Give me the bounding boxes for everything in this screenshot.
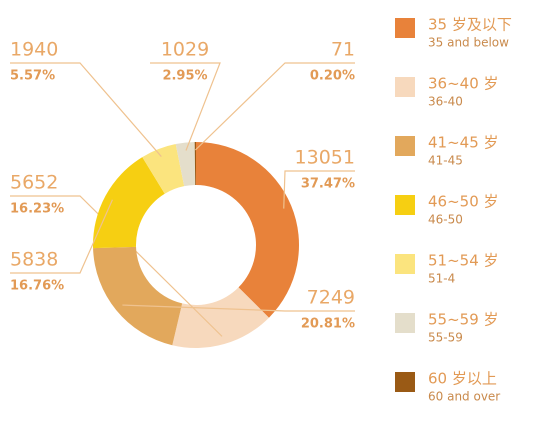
percent-label: 20.81% [301, 317, 355, 332]
donut-slice [194, 142, 196, 186]
legend-label: 35 岁及以下 [428, 16, 512, 34]
leader-line [283, 170, 355, 209]
legend-swatch [395, 18, 415, 38]
legend-label-en: 46-50 [428, 213, 463, 227]
value-label: 5652 [10, 172, 58, 194]
donut-slice [175, 142, 196, 187]
leader-line [10, 195, 223, 337]
leader-line [10, 199, 113, 274]
value-label: 1940 [10, 39, 58, 61]
legend-swatch [395, 195, 415, 215]
value-label: 13051 [295, 147, 355, 169]
donut-slice [93, 246, 183, 346]
percent-label: 16.76% [10, 279, 64, 294]
legend-swatch [395, 254, 415, 274]
legend-label-en: 41-45 [428, 154, 463, 168]
percent-label: 0.20% [310, 69, 355, 84]
value-label: 5838 [10, 249, 58, 271]
donut-slice [142, 144, 185, 194]
percent-label: 16.23% [10, 202, 64, 217]
percent-label: 37.47% [301, 177, 355, 192]
value-label: 7249 [307, 287, 355, 309]
legend-label: 51~54 岁 [428, 252, 499, 270]
percent-label: 2.95% [162, 69, 207, 84]
legend-label: 41~45 岁 [428, 134, 499, 152]
leader-line [10, 62, 162, 157]
legend-swatch [395, 136, 415, 156]
legend-label: 60 岁以上 [428, 370, 497, 388]
percent-label: 5.57% [10, 69, 55, 84]
legend-swatch [395, 313, 415, 333]
legend-label-en: 60 and over [428, 390, 500, 404]
leader-line [122, 304, 355, 312]
legend-label-en: 55-59 [428, 331, 463, 345]
legend-label: 36~40 岁 [428, 75, 499, 93]
legend-label-en: 35 and below [428, 36, 509, 50]
legend-swatch [395, 77, 415, 97]
legend-swatch [395, 372, 415, 392]
donut-slice [196, 142, 299, 318]
legend-label-en: 36-40 [428, 95, 463, 109]
value-label: 71 [331, 39, 355, 61]
donut-slice [172, 287, 269, 348]
leader-line [150, 62, 221, 151]
legend-label: 55~59 岁 [428, 311, 499, 329]
legend-label-en: 51-4 [428, 272, 455, 286]
donut-slice [92, 157, 165, 249]
legend-label: 46~50 岁 [428, 193, 499, 211]
value-label: 1029 [161, 39, 209, 61]
leader-line [194, 62, 355, 151]
